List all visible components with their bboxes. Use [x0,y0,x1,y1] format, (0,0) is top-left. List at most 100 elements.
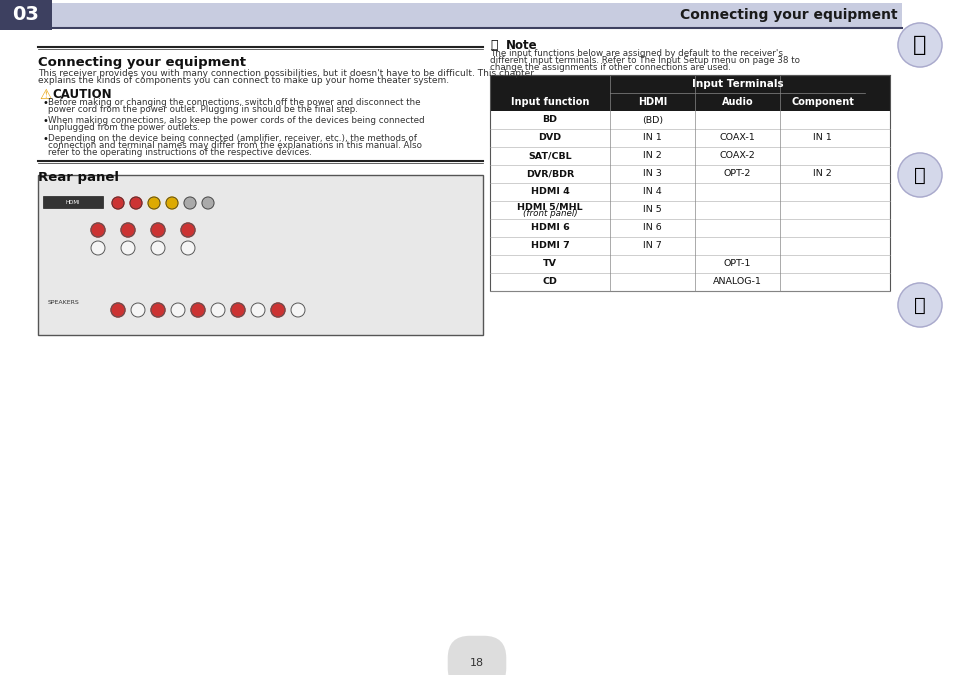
Text: (BD): (BD) [641,115,662,124]
Text: OPT-2: OPT-2 [723,169,750,178]
Text: explains the kinds of components you can connect to make up your home theater sy: explains the kinds of components you can… [38,76,449,85]
Text: This receiver provides you with many connection possibilities, but it doesn't ha: This receiver provides you with many con… [38,69,534,78]
Text: OPT-1: OPT-1 [723,259,750,269]
Circle shape [251,303,265,317]
Text: refer to the operating instructions of the respective devices.: refer to the operating instructions of t… [48,148,312,157]
Text: SPEAKERS: SPEAKERS [48,300,80,305]
Circle shape [231,303,245,317]
Text: BD: BD [542,115,557,124]
Circle shape [91,223,105,237]
Text: COAX-1: COAX-1 [719,134,755,142]
Text: DVR/BDR: DVR/BDR [525,169,574,178]
Text: Before making or changing the connections, switch off the power and disconnect t: Before making or changing the connection… [48,98,420,107]
Text: SAT/CBL: SAT/CBL [528,151,571,161]
FancyBboxPatch shape [490,273,889,291]
Text: Connecting your equipment: Connecting your equipment [38,56,246,69]
Text: TV: TV [542,259,557,269]
Text: ANALOG-1: ANALOG-1 [712,277,761,286]
Text: HDMI 4: HDMI 4 [530,188,569,196]
Text: When making connections, also keep the power cords of the devices being connecte: When making connections, also keep the p… [48,116,424,125]
Circle shape [184,197,195,209]
Text: 🔤: 🔤 [913,296,925,315]
Text: •: • [42,116,48,126]
FancyBboxPatch shape [490,201,889,219]
Text: 18: 18 [470,658,483,668]
Text: power cord from the power outlet. Plugging in should be the final step.: power cord from the power outlet. Pluggi… [48,105,357,114]
Circle shape [181,223,194,237]
Text: change the assignments if other connections are used.: change the assignments if other connecti… [490,63,730,72]
Circle shape [191,303,205,317]
Text: Audio: Audio [720,97,753,107]
Text: Note: Note [505,39,537,52]
Circle shape [202,197,213,209]
Text: IN 2: IN 2 [642,151,661,161]
FancyBboxPatch shape [490,237,889,255]
FancyBboxPatch shape [52,3,901,27]
Text: 📋: 📋 [490,39,497,52]
Text: COAX-2: COAX-2 [719,151,755,161]
Text: different input terminals. Refer to The Input Setup menu on page 38 to: different input terminals. Refer to The … [490,56,800,65]
Text: Depending on the device being connected (amplifier, receiver, etc.), the methods: Depending on the device being connected … [48,134,416,143]
Circle shape [897,23,941,67]
Text: Rear panel: Rear panel [38,171,119,184]
Text: 03: 03 [12,5,39,24]
Text: HDMI: HDMI [638,97,666,107]
Circle shape [211,303,225,317]
Text: IN 5: IN 5 [642,205,661,215]
Text: CD: CD [542,277,557,286]
Text: IN 1: IN 1 [812,134,831,142]
Text: DVD: DVD [537,134,561,142]
Text: HDMI 6: HDMI 6 [530,223,569,232]
Circle shape [151,223,165,237]
Circle shape [181,241,194,255]
FancyBboxPatch shape [38,175,482,335]
Text: •: • [42,134,48,144]
FancyBboxPatch shape [490,93,889,111]
Text: Component: Component [790,97,853,107]
FancyBboxPatch shape [490,255,889,273]
FancyBboxPatch shape [490,165,889,183]
Circle shape [151,303,165,317]
Circle shape [171,303,185,317]
Circle shape [148,197,160,209]
Text: IN 1: IN 1 [642,134,661,142]
FancyBboxPatch shape [43,196,103,208]
Circle shape [897,283,941,327]
FancyBboxPatch shape [490,183,889,201]
Text: 📖: 📖 [912,35,925,55]
Text: ⚠: ⚠ [39,88,51,102]
Text: IN 4: IN 4 [642,188,661,196]
Circle shape [271,303,285,317]
Circle shape [166,197,178,209]
Circle shape [111,303,125,317]
Text: 🔌: 🔌 [913,165,925,184]
Circle shape [291,303,305,317]
Text: CAUTION: CAUTION [52,88,112,101]
Circle shape [130,197,142,209]
Text: Input Terminals: Input Terminals [691,79,782,89]
Text: •: • [42,98,48,108]
Circle shape [131,303,145,317]
Text: IN 3: IN 3 [642,169,661,178]
FancyBboxPatch shape [490,75,889,93]
Circle shape [897,153,941,197]
FancyBboxPatch shape [490,147,889,165]
Text: (front panel): (front panel) [522,209,577,218]
Text: HDMI: HDMI [66,200,80,205]
Text: The input functions below are assigned by default to the receiver's: The input functions below are assigned b… [490,49,782,58]
FancyBboxPatch shape [490,111,889,129]
Circle shape [112,197,124,209]
Text: HDMI 7: HDMI 7 [530,242,569,250]
FancyBboxPatch shape [490,219,889,237]
Text: Input function: Input function [510,97,589,107]
Text: IN 7: IN 7 [642,242,661,250]
FancyBboxPatch shape [0,0,52,30]
Text: IN 2: IN 2 [812,169,831,178]
Text: connection and terminal names may differ from the explanations in this manual. A: connection and terminal names may differ… [48,141,421,150]
Circle shape [121,223,135,237]
Text: IN 6: IN 6 [642,223,661,232]
Circle shape [121,241,135,255]
Text: unplugged from the power outlets.: unplugged from the power outlets. [48,123,200,132]
FancyBboxPatch shape [490,129,889,147]
Circle shape [151,241,165,255]
